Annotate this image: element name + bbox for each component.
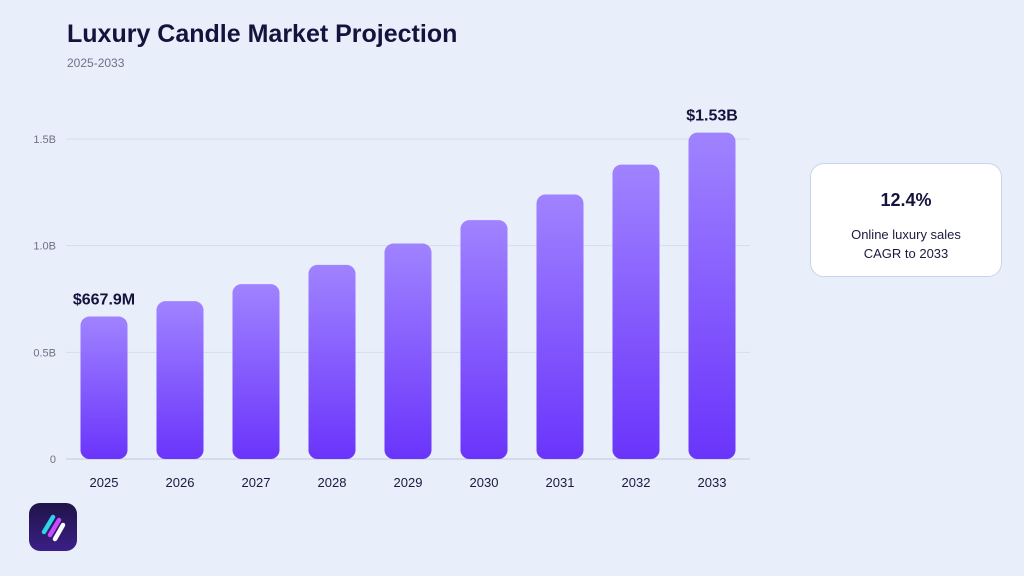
brand-logo-icon [29, 503, 77, 551]
bar-2030 [460, 220, 508, 459]
cagr-callout: 12.4% Online luxury sales CAGR to 2033 [810, 163, 1002, 277]
x-tick-label: 2033 [698, 475, 727, 490]
bar-2033 [688, 132, 736, 459]
cagr-label-line2: CAGR to 2033 [863, 246, 949, 261]
x-tick-label: 2032 [622, 475, 651, 490]
bar-2029 [384, 243, 432, 459]
y-tick-label: 1.5B [33, 134, 56, 146]
bar-2031 [536, 194, 584, 459]
bar-2025 [80, 316, 128, 459]
data-label: $667.9M [73, 292, 135, 309]
x-tick-label: 2027 [242, 475, 271, 490]
x-tick-label: 2031 [546, 475, 575, 490]
data-label: $1.53B [686, 108, 738, 125]
cagr-value: 12.4% [880, 190, 932, 210]
bar-2026 [156, 301, 204, 459]
bar-2028 [308, 264, 356, 459]
y-tick-label: 0.5B [33, 347, 56, 359]
x-tick-label: 2029 [394, 475, 423, 490]
cagr-label: Online luxury sales CAGR to 2033 [811, 225, 1001, 263]
chart-subtitle: 2025-2033 [67, 56, 125, 70]
bar-2027 [232, 284, 280, 459]
bar-2032 [612, 164, 660, 459]
y-tick-label: 0 [50, 454, 56, 466]
x-tick-label: 2026 [166, 475, 195, 490]
y-tick-label: 1.0B [33, 241, 56, 253]
x-tick-label: 2030 [470, 475, 499, 490]
x-tick-label: 2025 [90, 475, 119, 490]
chart-title: Luxury Candle Market Projection [67, 20, 458, 48]
x-tick-label: 2028 [318, 475, 347, 490]
cagr-label-line1: Online luxury sales [851, 227, 961, 242]
